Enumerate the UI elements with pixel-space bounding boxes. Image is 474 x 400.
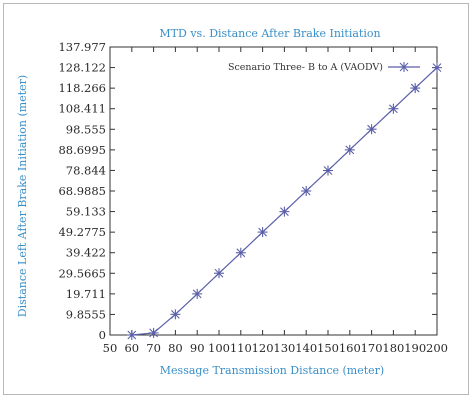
y-tick-label: 128.122 bbox=[58, 61, 106, 75]
data-point bbox=[388, 103, 399, 114]
data-point bbox=[214, 268, 224, 279]
x-tick-label: 90 bbox=[190, 341, 205, 355]
chart-title: MTD vs. Distance After Brake Initiation bbox=[159, 27, 380, 40]
y-axis-label: Distance Left After Brake Initiation (me… bbox=[16, 75, 29, 317]
data-point bbox=[257, 227, 268, 238]
x-tick-label: 80 bbox=[168, 341, 183, 355]
x-axis-label: Message Transmission Distance (meter) bbox=[160, 364, 384, 377]
plot-border bbox=[109, 46, 438, 336]
y-tick-label: 137.977 bbox=[58, 40, 106, 54]
y-tick-label: 29.5665 bbox=[58, 266, 106, 280]
x-tick-label: 200 bbox=[426, 341, 448, 355]
data-point bbox=[301, 185, 312, 196]
legend: Scenario Three- B to A (VAODV) bbox=[228, 62, 420, 73]
x-tick-label: 170 bbox=[361, 341, 383, 355]
y-tick-label: 9.8555 bbox=[66, 307, 106, 321]
x-tick-label: 150 bbox=[317, 341, 339, 355]
y-tick-label: 59.133 bbox=[66, 205, 106, 219]
x-tick-label: 130 bbox=[273, 341, 295, 355]
plot-area bbox=[109, 46, 438, 336]
x-tick-label: 70 bbox=[146, 341, 161, 355]
data-point bbox=[170, 309, 181, 320]
data-point bbox=[432, 62, 442, 73]
y-tick-label: 108.411 bbox=[58, 102, 106, 116]
data-point bbox=[323, 165, 333, 176]
x-tick-label: 60 bbox=[124, 341, 139, 355]
data-point bbox=[148, 327, 159, 338]
series-layer bbox=[126, 62, 442, 340]
data-point bbox=[192, 288, 203, 299]
legend-label: Scenario Three- B to A (VAODV) bbox=[228, 62, 383, 73]
data-point bbox=[279, 206, 290, 217]
y-tick-label: 0 bbox=[99, 328, 106, 342]
y-tick-label: 39.422 bbox=[66, 246, 106, 260]
chart-frame bbox=[3, 3, 469, 395]
y-tick-label: 68.9885 bbox=[58, 184, 106, 198]
x-axis-ticks: 50 60 70 80 90 100 110 120 130 140 150 160 170 180 190… bbox=[103, 47, 448, 355]
x-tick-label: 140 bbox=[295, 341, 317, 355]
y-tick-label: 98.555 bbox=[66, 122, 106, 136]
x-tick-label: 120 bbox=[252, 341, 274, 355]
data-point bbox=[366, 124, 377, 135]
x-tick-label: 190 bbox=[404, 341, 426, 355]
y-tick-label: 78.844 bbox=[66, 163, 106, 177]
y-tick-label: 118.266 bbox=[58, 81, 106, 95]
y-tick-label: 19.711 bbox=[66, 287, 106, 301]
x-tick-label: 50 bbox=[103, 341, 118, 355]
data-point bbox=[126, 330, 137, 340]
x-tick-label: 110 bbox=[230, 341, 252, 355]
x-tick-label: 100 bbox=[208, 341, 230, 355]
y-axis-ticks: 0 9.8555 19.711 29.5665 39.422 49.2775 59.133 6… bbox=[58, 40, 437, 342]
data-point bbox=[235, 247, 246, 258]
legend-marker bbox=[399, 62, 409, 72]
data-point bbox=[344, 144, 355, 155]
x-tick-label: 180 bbox=[382, 341, 404, 355]
y-tick-label: 49.2775 bbox=[58, 225, 106, 239]
data-point bbox=[410, 83, 421, 94]
x-tick-label: 160 bbox=[339, 341, 361, 355]
series-line bbox=[131, 67, 438, 336]
y-tick-label: 88.6995 bbox=[58, 143, 106, 157]
